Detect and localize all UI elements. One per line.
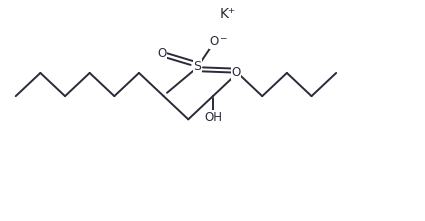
Text: −: − [219, 34, 227, 42]
Text: O: O [231, 66, 241, 79]
Text: OH: OH [204, 111, 222, 124]
Text: S: S [194, 60, 201, 73]
Text: K⁺: K⁺ [219, 7, 235, 21]
Text: O: O [209, 36, 218, 48]
Text: O: O [157, 47, 166, 59]
